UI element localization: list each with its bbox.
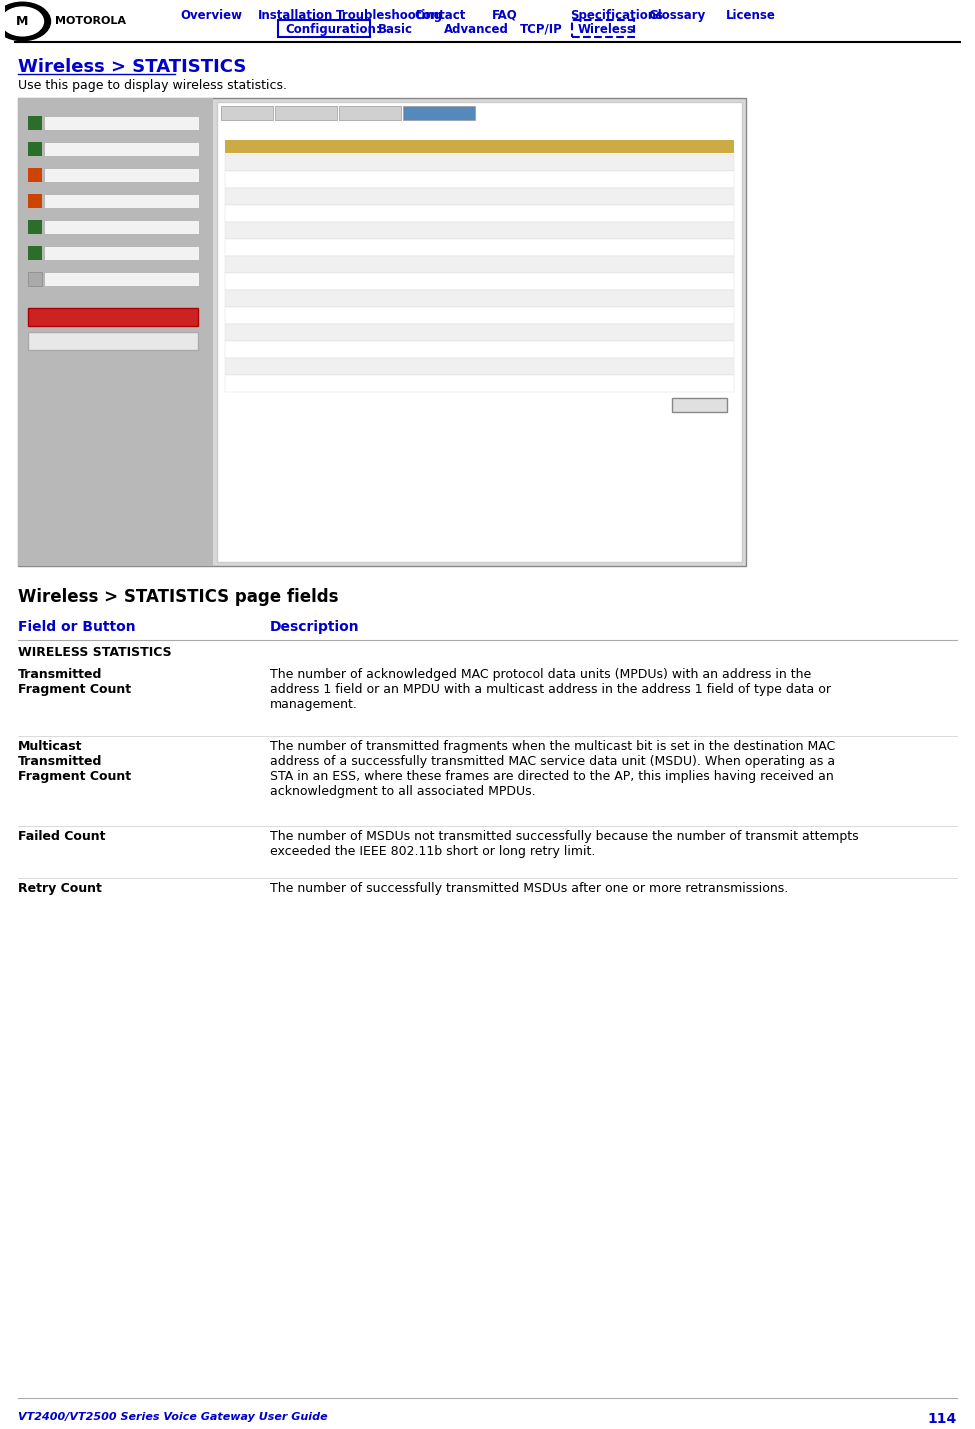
Text: Field or Button: Field or Button bbox=[18, 620, 136, 634]
Text: Received Fragment Count: Received Fragment Count bbox=[231, 310, 348, 319]
Text: Request to Send Failure Count: Request to Send Failure Count bbox=[231, 276, 369, 284]
Text: WIRELESS STATISTICS: WIRELESS STATISTICS bbox=[18, 646, 172, 659]
Text: 0: 0 bbox=[721, 209, 726, 217]
Circle shape bbox=[1, 7, 44, 36]
Text: 1265: 1265 bbox=[703, 362, 726, 370]
Text: 114: 114 bbox=[928, 1412, 957, 1426]
Text: Gateway: Gateway bbox=[48, 119, 98, 129]
Text: 1262: 1262 bbox=[703, 174, 726, 183]
Text: ?: ? bbox=[32, 273, 38, 283]
Text: 1: 1 bbox=[721, 242, 726, 252]
Text: Wireless: Wireless bbox=[48, 249, 92, 259]
Text: The number of acknowledged MAC protocol data units (MPDUs) with an address in th: The number of acknowledged MAC protocol … bbox=[270, 667, 831, 712]
Text: X  Log Out: X Log Out bbox=[36, 334, 91, 344]
Text: Multiple Retry Count: Multiple Retry Count bbox=[231, 224, 325, 234]
Text: FAQ: FAQ bbox=[492, 9, 518, 21]
Text: Description: Description bbox=[270, 620, 360, 634]
Text: System: System bbox=[48, 144, 87, 154]
Text: Glossary: Glossary bbox=[648, 9, 705, 21]
Text: SECURITY: SECURITY bbox=[349, 109, 391, 117]
Text: The number of successfully transmitted MSDUs after one or more retransmissions.: The number of successfully transmitted M… bbox=[270, 882, 788, 895]
Text: VT2400/VT2500 Series Voice Gateway User Guide: VT2400/VT2500 Series Voice Gateway User … bbox=[18, 1412, 328, 1422]
Text: Frame Duplicate Count: Frame Duplicate Count bbox=[231, 242, 335, 252]
Text: STATISTICS: STATISTICS bbox=[414, 109, 463, 117]
Text: Troubleshooting: Troubleshooting bbox=[336, 9, 443, 21]
Circle shape bbox=[0, 3, 51, 40]
Text: Wireless > STATISTICS: Wireless > STATISTICS bbox=[18, 59, 247, 76]
Text: Wireless > STATISTICS page fields: Wireless > STATISTICS page fields bbox=[18, 587, 338, 606]
Text: The number of MSDUs not transmitted successfully because the number of transmit : The number of MSDUs not transmitted succ… bbox=[270, 830, 859, 857]
Text: C  Reboot!: C Reboot! bbox=[36, 312, 98, 322]
Text: License: License bbox=[726, 9, 776, 21]
Text: Retry Count: Retry Count bbox=[18, 882, 101, 895]
Text: 0: 0 bbox=[721, 293, 726, 302]
Text: Wireless: Wireless bbox=[578, 23, 635, 36]
Text: 0: 0 bbox=[721, 379, 726, 387]
Text: TCP/IP: TCP/IP bbox=[520, 23, 563, 36]
Text: Multicast
Transmitted
Fragment Count: Multicast Transmitted Fragment Count bbox=[18, 740, 131, 783]
Text: MOTOROLA: MOTOROLA bbox=[55, 17, 126, 26]
Text: 11: 11 bbox=[715, 327, 726, 336]
Text: 1263: 1263 bbox=[703, 157, 726, 166]
Text: Frame Check Sequence Error Count: Frame Check Sequence Error Count bbox=[231, 344, 392, 353]
Text: Multicast Received Fragment Count: Multicast Received Fragment Count bbox=[231, 327, 392, 336]
Text: Use this page to display wireless statistics.: Use this page to display wireless statis… bbox=[18, 79, 287, 91]
Text: 10155: 10155 bbox=[697, 344, 726, 353]
Text: Help: Help bbox=[48, 274, 72, 284]
Text: 3341: 3341 bbox=[703, 259, 726, 269]
Text: Contact: Contact bbox=[414, 9, 465, 21]
Text: WEP Undecryptable Count: WEP Undecryptable Count bbox=[231, 379, 350, 387]
Text: Transmitted
Fragment Count: Transmitted Fragment Count bbox=[18, 667, 131, 696]
Text: 11: 11 bbox=[715, 310, 726, 319]
Text: Transmitted Frame Count: Transmitted Frame Count bbox=[231, 362, 345, 370]
Text: Failed Count: Failed Count bbox=[18, 830, 105, 843]
Text: Refresh: Refresh bbox=[682, 400, 718, 409]
Text: Basic: Basic bbox=[378, 23, 413, 36]
Text: Multicast Transmitted Fragment Count: Multicast Transmitted Fragment Count bbox=[231, 174, 405, 183]
Text: NETWORK: NETWORK bbox=[284, 109, 328, 117]
Text: 1996: 1996 bbox=[703, 276, 726, 284]
Text: Users: Users bbox=[48, 221, 77, 231]
Text: Installation: Installation bbox=[258, 9, 333, 21]
Text: Request to Send Success Count: Request to Send Success Count bbox=[231, 259, 374, 269]
Text: Voice: Voice bbox=[48, 196, 76, 206]
Text: STATUS: STATUS bbox=[231, 109, 263, 117]
Text: Transmitted Fragment Count: Transmitted Fragment Count bbox=[231, 157, 361, 166]
Text: Firewall: Firewall bbox=[48, 170, 88, 180]
Text: Acknowledge Failed Count: Acknowledge Failed Count bbox=[231, 293, 350, 302]
Text: Specifications: Specifications bbox=[570, 9, 663, 21]
Text: WIRELESS STATISTICS: WIRELESS STATISTICS bbox=[424, 141, 535, 151]
Text: Overview: Overview bbox=[180, 9, 242, 21]
Text: This page provides information about Wireless Stats.: This page provides information about Wir… bbox=[223, 124, 482, 134]
Text: Configuration:: Configuration: bbox=[285, 23, 381, 36]
Text: >>>: >>> bbox=[187, 119, 212, 129]
Text: The number of transmitted fragments when the multicast bit is set in the destina: The number of transmitted fragments when… bbox=[270, 740, 836, 797]
Text: 1: 1 bbox=[721, 191, 726, 200]
Text: Failed Count: Failed Count bbox=[231, 191, 287, 200]
Text: Retry Count: Retry Count bbox=[231, 209, 285, 217]
Text: Advanced: Advanced bbox=[444, 23, 509, 36]
Text: M: M bbox=[17, 14, 28, 29]
Text: 0: 0 bbox=[721, 224, 726, 234]
